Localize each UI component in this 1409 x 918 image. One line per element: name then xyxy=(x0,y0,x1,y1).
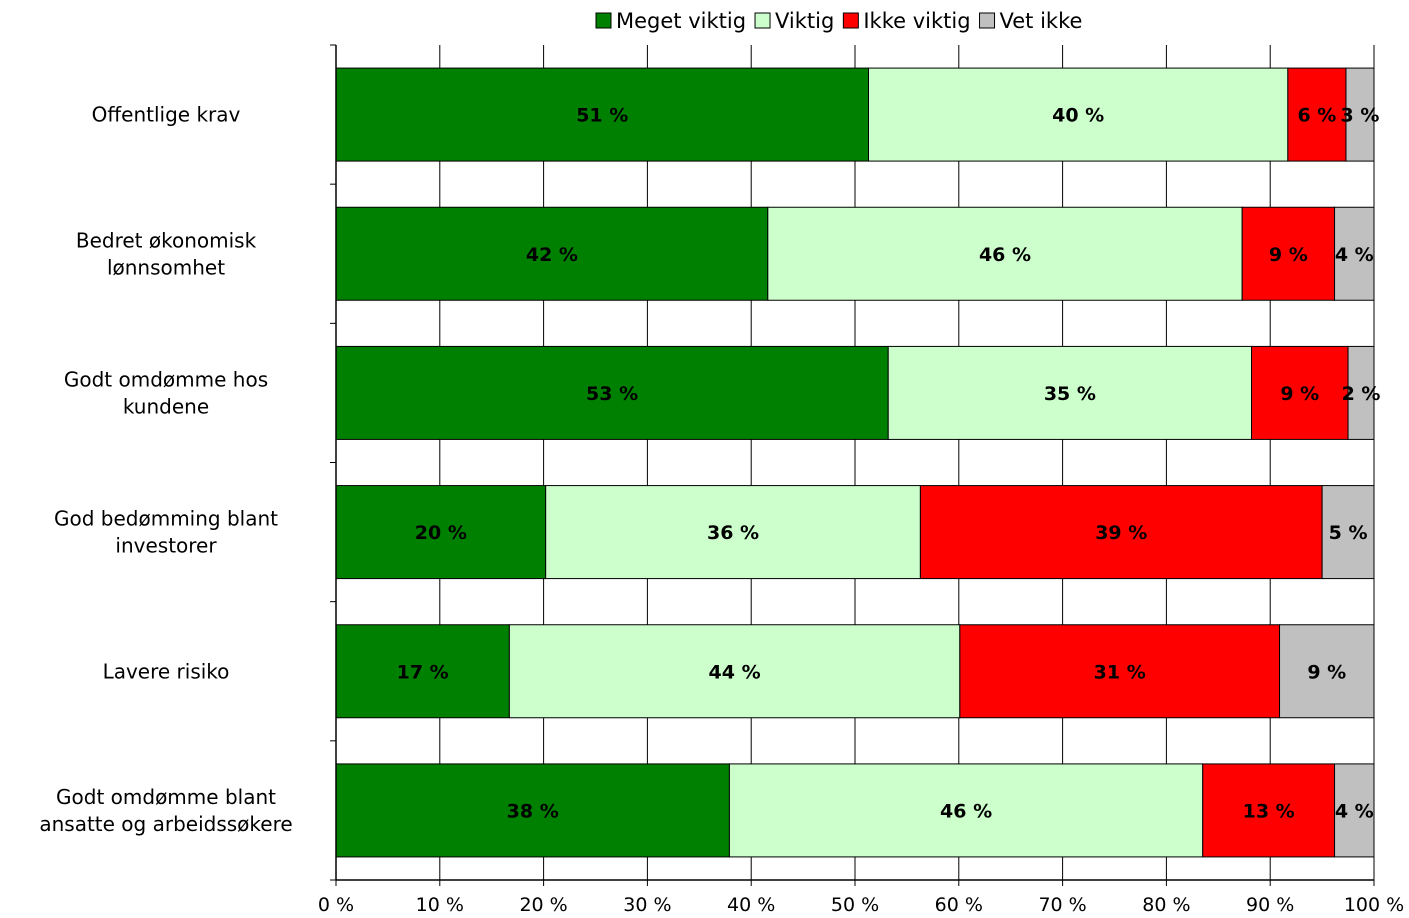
bar-segment xyxy=(508,624,961,719)
bar-segment xyxy=(767,206,1243,301)
x-tick-label: 60 % xyxy=(935,894,983,916)
bar-segment xyxy=(1345,67,1375,162)
bar-segment xyxy=(728,763,1204,858)
x-tick-label: 10 % xyxy=(416,894,464,916)
bar-segment xyxy=(1251,345,1349,440)
data-label: 46 % xyxy=(940,800,992,822)
bar-segment xyxy=(1202,763,1336,858)
legend-label: Vet ikke xyxy=(1000,9,1083,33)
bar-segment xyxy=(1241,206,1336,301)
data-label: 36 % xyxy=(707,522,759,544)
x-tick-label: 100 % xyxy=(1344,894,1404,916)
legend: Meget viktig Viktig Ikke viktig Vet ikke xyxy=(595,9,1083,33)
x-tick-label: 30 % xyxy=(623,894,671,916)
data-label: 9 % xyxy=(1269,244,1308,266)
data-label: 38 % xyxy=(507,800,559,822)
data-label: 42 % xyxy=(526,244,578,266)
category-label: God bedømming blant investorer xyxy=(54,507,278,558)
data-label: 4 % xyxy=(1335,244,1374,266)
data-label: 46 % xyxy=(979,244,1031,266)
data-label: 4 % xyxy=(1335,800,1374,822)
legend-label: Meget viktig xyxy=(616,9,746,33)
legend-swatch xyxy=(842,12,859,29)
data-label: 6 % xyxy=(1297,105,1336,127)
data-label: 35 % xyxy=(1044,383,1096,405)
data-label: 5 % xyxy=(1329,522,1368,544)
data-label: 9 % xyxy=(1307,661,1346,683)
category-label: Godt omdømme hos kundene xyxy=(64,367,268,418)
bar-segment xyxy=(959,624,1281,719)
x-tick-label: 80 % xyxy=(1142,894,1190,916)
data-label: 2 % xyxy=(1342,383,1381,405)
bar-segment xyxy=(919,485,1323,580)
bar-segment xyxy=(1287,67,1347,162)
data-label: 13 % xyxy=(1243,800,1295,822)
axes xyxy=(330,44,1375,886)
legend-label: Viktig xyxy=(775,9,834,33)
category-label: Lavere risiko xyxy=(103,659,230,683)
data-label: 17 % xyxy=(397,661,449,683)
x-tick-label: 0 % xyxy=(318,894,354,916)
x-tick-label: 20 % xyxy=(519,894,567,916)
bar-segment xyxy=(545,485,921,580)
gridlines xyxy=(439,45,1375,880)
bar-segment xyxy=(1334,206,1375,301)
x-tick-label: 90 % xyxy=(1246,894,1294,916)
data-label: 44 % xyxy=(709,661,761,683)
data-label: 3 % xyxy=(1341,105,1380,127)
bar-segment xyxy=(335,67,869,162)
data-label: 39 % xyxy=(1095,522,1147,544)
data-label: 51 % xyxy=(576,105,628,127)
bar-segment xyxy=(335,345,889,440)
data-label: 20 % xyxy=(415,522,467,544)
bar-segment xyxy=(1321,485,1375,580)
x-tick-label: 40 % xyxy=(727,894,775,916)
category-label: Godt omdømme blant ansatte og arbeidssøke… xyxy=(39,785,292,836)
legend-swatch xyxy=(979,12,996,29)
data-label: 31 % xyxy=(1094,661,1146,683)
data-label: 40 % xyxy=(1052,105,1104,127)
bars: 51 % 40 % 6 % 3 % 42 % 46 % 9 % 4 % 53 % 35 % 9 % 2… xyxy=(335,67,1381,858)
x-tick-label: 50 % xyxy=(831,894,879,916)
x-tick-label: 70 % xyxy=(1038,894,1086,916)
bar-segment xyxy=(1279,624,1375,719)
bar-segment xyxy=(335,763,730,858)
bar-segment xyxy=(335,624,510,719)
category-label: Offentlige krav xyxy=(92,103,241,127)
category-labels: Offentlige krav Bedret økonomisk lønnsomhe… xyxy=(39,103,292,836)
category-label: Bedret økonomisk lønnsomhet xyxy=(76,228,257,279)
bar-segment xyxy=(1347,345,1375,440)
legend-swatch xyxy=(754,12,771,29)
data-label: 53 % xyxy=(586,383,638,405)
bar-segment xyxy=(335,485,547,580)
x-tick-labels: 0 % 10 % 20 % 30 % 40 % 50 % 60 % 70 % 80 % 90 % 1… xyxy=(318,894,1404,916)
bar-segment xyxy=(1334,763,1375,858)
bar-segment xyxy=(867,67,1289,162)
legend-swatch xyxy=(595,12,612,29)
bar-segment xyxy=(887,345,1253,440)
legend-label: Ikke viktig xyxy=(863,9,970,33)
data-label: 9 % xyxy=(1280,383,1319,405)
